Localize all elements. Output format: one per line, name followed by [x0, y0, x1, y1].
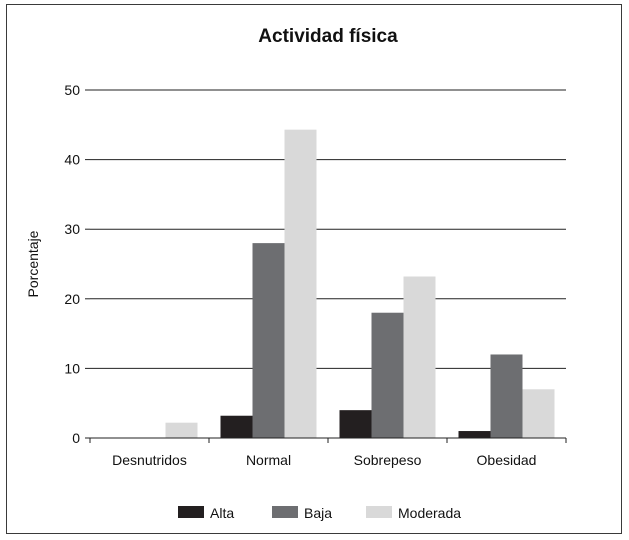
bar-baja-obesidad	[490, 354, 523, 438]
chart-title: Actividad física	[258, 26, 398, 47]
y-tick-label: 20	[64, 291, 80, 307]
legend-swatch-alta	[178, 506, 204, 518]
legend-swatch-baja	[272, 506, 298, 518]
x-category-label: Obesidad	[477, 452, 537, 468]
bar-baja-sobrepeso	[371, 312, 404, 438]
bar-moderada-obesidad	[522, 389, 555, 438]
bar-baja-normal	[252, 243, 285, 438]
y-tick-label: 40	[64, 152, 80, 168]
bar-alta-sobrepeso	[339, 410, 372, 438]
y-axis-ticks: 0 10 20 30 40 50	[64, 82, 90, 446]
legend: Alta Baja Moderada	[178, 505, 461, 521]
x-axis-categories: Desnutridos Normal Sobrepeso Obesidad	[89, 438, 567, 468]
legend-swatch-moderada	[366, 506, 392, 518]
x-category-label: Desnutridos	[112, 452, 187, 468]
bars	[165, 129, 555, 438]
x-category-label: Sobrepeso	[354, 452, 422, 468]
y-tick-label: 50	[64, 82, 80, 98]
legend-label-alta: Alta	[210, 505, 234, 521]
bar-moderada-desnutridos	[165, 422, 198, 438]
y-axis-label: Porcentaje	[25, 230, 41, 297]
y-tick-label: 30	[64, 221, 80, 237]
legend-label-baja: Baja	[304, 505, 332, 521]
bar-moderada-normal	[284, 129, 317, 438]
legend-label-moderada: Moderada	[398, 505, 461, 521]
bar-alta-obesidad	[458, 431, 491, 438]
gridlines	[90, 89, 566, 369]
y-tick-label: 0	[72, 430, 80, 446]
bar-moderada-sobrepeso	[403, 276, 436, 438]
y-tick-label: 10	[64, 360, 80, 376]
x-category-label: Normal	[246, 452, 291, 468]
bar-alta-normal	[220, 415, 253, 438]
